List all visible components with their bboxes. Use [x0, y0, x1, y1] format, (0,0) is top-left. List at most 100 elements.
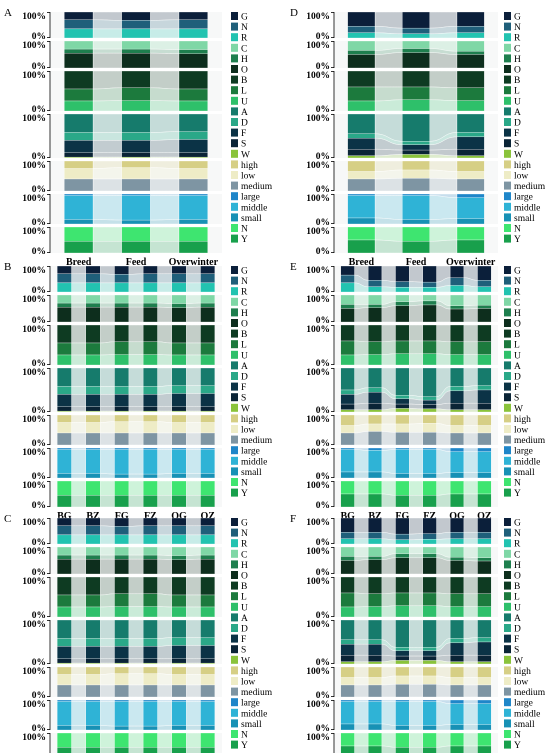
bar-segment-FG-L — [395, 340, 410, 354]
legend-label-W: W — [241, 656, 250, 666]
bar-segment-Feed-G — [402, 11, 430, 29]
bar-segment-OG-U — [450, 354, 464, 366]
x-tick-label-Overwinter: Overwinter — [169, 257, 219, 268]
bar-segment-FZ-H — [143, 302, 158, 308]
flow-high-Feed-to-Overwinter — [150, 160, 180, 169]
x-tick-label-FZ: FZ — [423, 511, 436, 522]
flow-C-FKU-to-FKW — [408, 546, 424, 554]
flow-Y-OKU-to-OKW — [185, 747, 201, 753]
y-tick-label-100: 100% — [22, 733, 46, 743]
bar-segment-FKW-N — [422, 732, 437, 748]
legend-swatch-H — [231, 308, 238, 317]
legend-label-R: R — [241, 34, 248, 44]
bar-segment-OKW-F — [477, 641, 492, 656]
group-3: 100%0% — [306, 70, 498, 115]
y-tick-label-100: 100% — [22, 12, 46, 22]
bar-segment-Feed-medium — [402, 178, 430, 192]
legend-label-N: N — [514, 225, 521, 235]
bar-segment-FKW-Y — [422, 747, 437, 753]
bar-segment-FG-N — [114, 274, 129, 284]
flow-U-BKU-to-BKW — [71, 606, 87, 618]
flow-S-BKW-to-FKU — [99, 658, 115, 664]
bar-segment-BG-A — [57, 367, 72, 387]
flow-F-FKU-to-FKW — [408, 650, 424, 657]
flow-N-Breed-to-Feed — [92, 226, 122, 242]
legend-swatch-U — [231, 96, 238, 105]
bar-segment-FKU-S — [114, 658, 129, 664]
bar-segment-FKW-middle — [422, 701, 437, 726]
flow-high-BKU-to-BKW — [71, 666, 87, 675]
flow-U-FKW-to-OKU — [436, 605, 451, 618]
flow-W-Breed-to-Feed — [92, 156, 122, 159]
bar-segment-OZ-medium — [477, 432, 492, 446]
flow-high-FZ-to-OG — [157, 414, 173, 423]
legend-label-D: D — [241, 373, 248, 383]
flow-D-OKU-to-OKW — [185, 637, 201, 646]
flow-medium-FKU-to-FKW — [128, 684, 144, 698]
flow-C-Feed-to-Overwinter — [150, 40, 180, 50]
flow-O-BKU-to-BKW — [354, 559, 369, 575]
bar-segment-Breed-B — [64, 70, 94, 90]
x-tick-label-FG: FG — [395, 511, 409, 522]
bar-segment-BG-high — [340, 414, 355, 426]
bar-segment-BKU-A — [57, 619, 72, 639]
bar-segment-BKU-W — [340, 661, 355, 665]
bar-segment-OKU-S — [171, 658, 187, 664]
bar-segment-FKW-L — [143, 593, 158, 607]
legend-label-low: low — [241, 426, 255, 436]
flow-large-BKW-to-FKU — [99, 699, 115, 702]
bar-segment-Feed-A — [402, 113, 430, 142]
flow-large-OKU-to-OKW — [185, 699, 201, 702]
group-5: 100%0% — [306, 666, 498, 701]
bar-segment-Feed-medium — [121, 178, 151, 192]
flow-middle-FG-to-FZ — [128, 449, 144, 475]
flow-L-Breed-to-Feed — [374, 86, 403, 102]
bar-segment-Feed-middle — [121, 195, 151, 221]
flow-R-BG-to-BZ — [71, 282, 87, 293]
flow-Y-Breed-to-Feed — [92, 241, 122, 254]
bar-segment-OKU-N — [450, 732, 464, 747]
bar-segment-FKW-high — [422, 666, 437, 677]
bar-segment-Breed-Y — [347, 239, 376, 254]
bar-segment-BZ-R — [368, 286, 382, 293]
bar-segment-FKU-middle — [395, 701, 410, 726]
flow-L-FKW-to-OKU — [157, 593, 173, 608]
flow-A-BKU-to-BKW — [71, 619, 87, 639]
legend-label-low: low — [514, 426, 528, 436]
bar-segment-FG-R — [114, 282, 129, 293]
bar-segment-OG-Y — [171, 495, 187, 508]
bar-segment-FKW-Y — [143, 747, 158, 753]
bar-segment-BKW-S — [85, 658, 101, 664]
legend-swatch-small — [504, 719, 511, 728]
bar-segment-FKU-U — [114, 606, 129, 618]
group-2: 100%0% — [306, 546, 498, 578]
flow-Y-FKU-to-FKW — [408, 747, 424, 753]
flow-A-FKW-to-OKU — [157, 619, 173, 639]
bar-segment-BKW-W — [85, 662, 101, 665]
flow-medium-Breed-to-Feed — [92, 178, 122, 192]
legend-label-D: D — [514, 373, 521, 383]
bar-segment-OZ-C — [477, 294, 492, 306]
group-background — [50, 368, 222, 412]
flow-large-OKU-to-OKW — [463, 699, 478, 704]
bar-segment-FZ-N — [422, 281, 437, 288]
bar-segment-FG-Y — [395, 495, 410, 508]
flow-D-BZ-to-FG — [99, 386, 115, 395]
y-tick-label-0: 0% — [316, 724, 330, 734]
flow-N-FZ-to-OG — [157, 480, 173, 496]
flow-high-FKW-to-OKU — [157, 666, 173, 675]
bar-segment-Overwinter-B — [456, 70, 485, 88]
flow-high-BG-to-BZ — [71, 414, 87, 423]
legend-label-F: F — [514, 129, 519, 139]
bar-segment-OKW-middle — [200, 701, 215, 726]
bar-segment-Overwinter-Y — [456, 239, 485, 254]
bar-segment-BG-S — [340, 403, 355, 410]
bar-segment-OG-W — [171, 410, 187, 413]
flow-low-OG-to-OZ — [185, 422, 201, 434]
legend-swatch-H — [231, 560, 238, 569]
flow-small-BG-to-BZ — [71, 473, 87, 479]
bar-segment-Overwinter-G — [456, 11, 485, 27]
legend-label-W: W — [514, 404, 523, 414]
legend-label-U: U — [241, 97, 248, 107]
flow-A-Feed-to-Overwinter — [150, 113, 180, 133]
